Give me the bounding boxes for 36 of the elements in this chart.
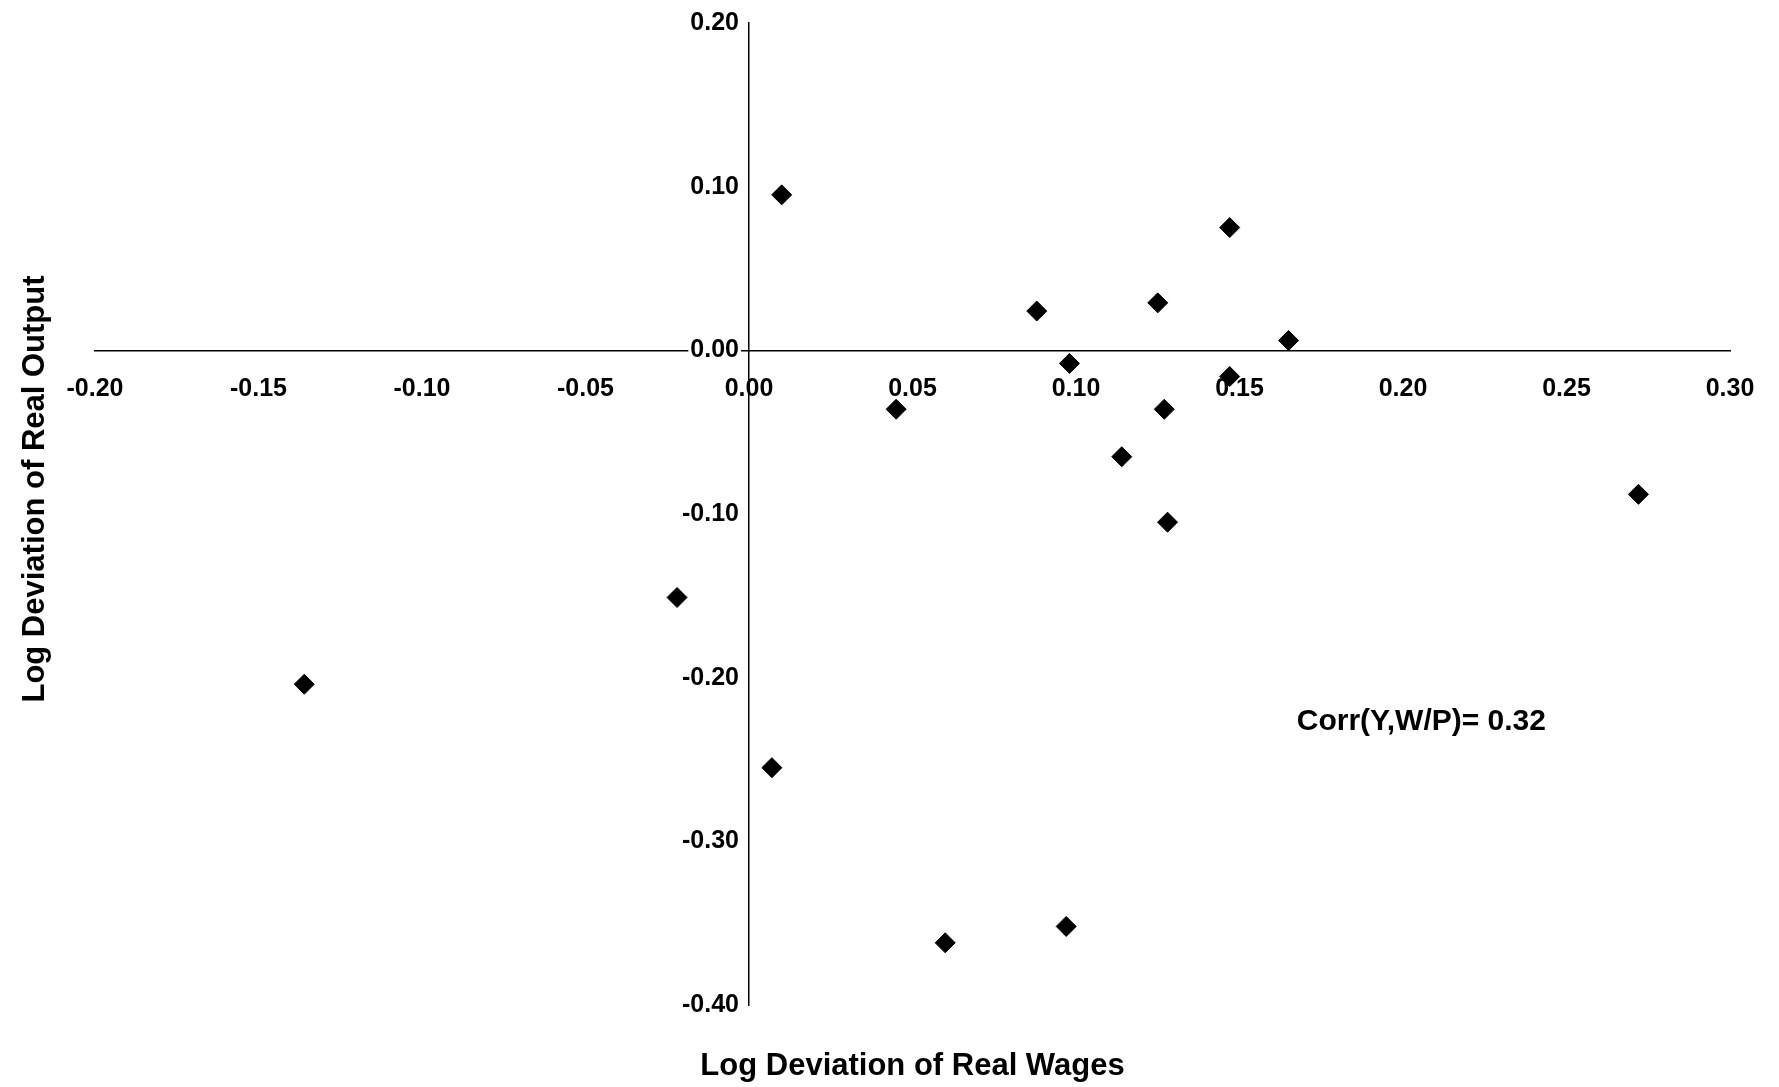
y-tick-label: 0.20 [690,6,739,35]
point [1111,446,1133,468]
x-tick-label: -0.10 [393,373,451,402]
point [1157,511,1179,533]
point [1219,217,1241,239]
x-tick-label: 0.30 [1705,373,1755,402]
point [1147,292,1169,314]
x-tick-label: -0.15 [230,373,288,402]
y-tick-label: -0.30 [682,825,739,854]
x-tick-label: -0.05 [557,373,615,402]
y-tick-label: 0.10 [690,170,739,199]
y-axis-title: Log Deviation of Real Output [16,275,51,703]
x-tick-label: 0.20 [1378,373,1428,402]
y-tick-label: -0.10 [682,497,739,526]
annotation: Corr(Y,W/P)= 0.32 [1296,703,1546,737]
point [761,757,783,779]
point [885,398,907,420]
x-tick-label: 0.15 [1215,373,1264,402]
point [1153,398,1175,420]
x-axis-title: Log Deviation of Real Wages [700,1047,1125,1082]
y-tick-label: -0.20 [682,661,739,690]
x-tick-label: 0.25 [1542,373,1591,402]
x-tick-label: -0.20 [66,373,124,402]
point [293,673,315,695]
point [1058,352,1080,374]
point [1627,483,1649,505]
point [934,932,956,954]
x-tick-label: 0.10 [1051,373,1101,402]
y-tick-label: -0.40 [682,988,739,1017]
point [1026,300,1048,322]
point [1278,330,1300,352]
point [666,586,688,608]
point [1055,915,1077,937]
y-tick-label: 0.00 [690,334,739,363]
point [771,184,793,206]
x-tick-label: 0.05 [888,373,937,402]
